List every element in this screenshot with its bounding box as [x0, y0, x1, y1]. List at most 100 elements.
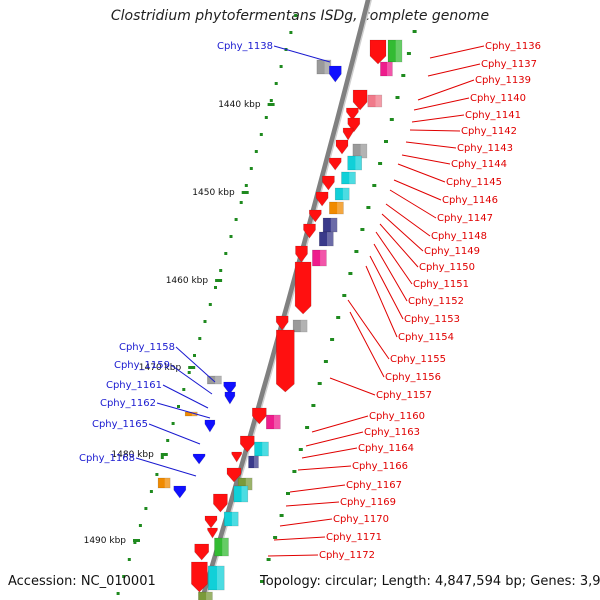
connector-right: [379, 223, 419, 268]
feature-tick: [360, 228, 365, 231]
gene-arrow: [204, 419, 216, 433]
gene-box: [214, 537, 229, 557]
connector-right: [267, 554, 319, 557]
scale-tick: [229, 235, 233, 238]
gene-label-right: Cphy_1164: [358, 443, 414, 454]
gene-label-right: Cphy_1150: [419, 262, 475, 273]
gene-label-left: Cphy_1158: [119, 342, 175, 353]
feature-tick: [311, 404, 316, 407]
scale-tick: [224, 252, 228, 255]
scale-tick: [166, 439, 170, 442]
scale-tick: [208, 303, 212, 306]
scale-tick: [269, 99, 273, 102]
connector-right: [365, 265, 398, 338]
gene-arrow: [322, 175, 335, 191]
accession-label: Accession: NC_010001: [8, 574, 156, 589]
gene-arrow: [303, 223, 316, 239]
gene-arrow: [342, 127, 354, 141]
feature-tick: [401, 74, 406, 77]
connector-right: [279, 518, 333, 527]
gene-box: [329, 201, 344, 215]
scale-tick: [116, 592, 120, 595]
gene-features: [157, 39, 403, 600]
gene-label-right: Cphy_1167: [346, 480, 402, 491]
connector-right: [385, 203, 431, 237]
scale-tick: [122, 575, 126, 578]
gene-label-right: Cphy_1140: [470, 93, 526, 104]
gene-label-right: Cphy_1160: [369, 411, 425, 422]
connector-right: [305, 431, 364, 447]
scale-major-tick: [215, 279, 223, 282]
gene-label-right: Cphy_1155: [390, 354, 446, 365]
gene-box: [254, 441, 269, 457]
scale-major-tick: [241, 191, 249, 194]
feature-tick: [348, 272, 353, 275]
scale-label: 1490 kbp: [84, 536, 127, 546]
scale-major-tick: [188, 366, 196, 369]
gene-box: [347, 155, 363, 171]
gene-box-shade: [320, 250, 327, 266]
gene-arrow: [194, 543, 209, 561]
scale-tick: [249, 167, 253, 170]
connector-left: [273, 45, 331, 63]
connector-right: [347, 299, 390, 360]
feature-tick: [406, 52, 411, 55]
gene-label-right: Cphy_1141: [465, 110, 521, 121]
gene-box-shade: [330, 218, 338, 232]
gene-arrow: [275, 315, 289, 331]
scale-tick: [138, 524, 142, 527]
connector-right: [373, 243, 408, 302]
gene-arrow: [231, 451, 242, 463]
feature-tick: [366, 206, 371, 209]
gene-label-right: Cphy_1154: [398, 332, 454, 343]
scale-tick: [182, 388, 186, 391]
connector-right: [389, 189, 437, 219]
connector-right: [381, 213, 424, 252]
gene-label-left: Cphy_1168: [79, 453, 135, 464]
connector-right: [411, 114, 465, 123]
gene-label-right: Cphy_1143: [457, 143, 513, 154]
gene-label-right: Cphy_1147: [437, 213, 493, 224]
gene-box: [367, 94, 383, 108]
gene-box-shade: [217, 566, 225, 590]
gene-arrow: [315, 191, 329, 207]
scale-major-tick: [133, 539, 140, 542]
connector-right: [301, 447, 358, 459]
gene-box: [334, 187, 350, 201]
gene-label-right: Cphy_1157: [376, 390, 432, 401]
gene-box-shade: [360, 144, 367, 158]
gene-arrow: [347, 117, 361, 133]
scale-tick: [294, 14, 298, 17]
connector-right: [273, 536, 326, 541]
feature-tick: [317, 382, 322, 385]
scale-tick: [144, 507, 148, 510]
gene-labels: Cphy_1138 Cphy_1158 Cphy_1159 Cphy_1161 Cphy…: [79, 41, 541, 561]
scale-tick: [274, 82, 278, 85]
gene-arrow: [207, 527, 218, 539]
gene-label-right: Cphy_1139: [475, 75, 531, 86]
connector-right: [427, 63, 481, 77]
gene-arrow: [204, 515, 218, 529]
gene-label-right: Cphy_1146: [442, 195, 498, 206]
connector-left: [148, 423, 201, 445]
scale-tick: [264, 116, 268, 119]
connector-right: [297, 465, 352, 471]
scale-tick: [289, 31, 293, 34]
scale-tick: [127, 558, 131, 561]
gene-arrow: [252, 407, 267, 425]
connector-right: [429, 45, 485, 59]
gene-box: [318, 231, 334, 247]
connector-right: [329, 377, 376, 396]
scale-tick: [279, 65, 283, 68]
gene-box-shade: [206, 592, 213, 600]
gene-label-left: Cphy_1165: [92, 419, 148, 430]
feature-tick: [279, 514, 284, 517]
scale-tick: [198, 337, 202, 340]
gene-label-right: Cphy_1136: [485, 41, 541, 52]
gene-label-right: Cphy_1166: [352, 461, 408, 472]
gene-label-right: Cphy_1172: [319, 550, 375, 561]
scale-tick: [259, 133, 263, 136]
scale-label: 1470 kbp: [139, 363, 182, 373]
gene-arrow: [369, 39, 387, 65]
connector-right: [413, 97, 470, 111]
